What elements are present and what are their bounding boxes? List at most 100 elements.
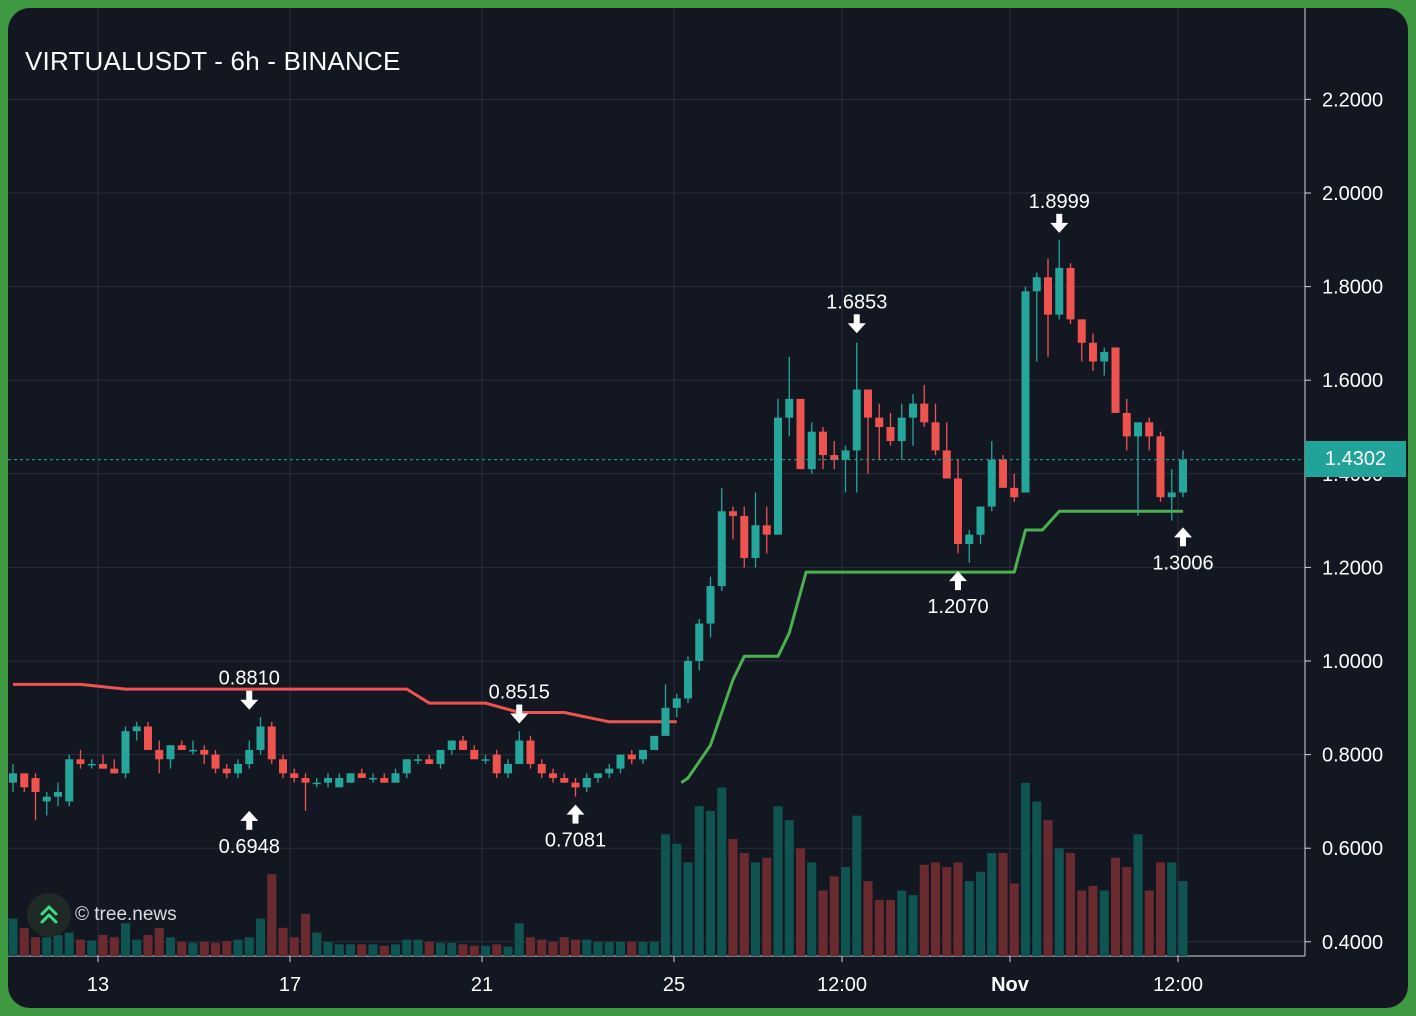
candle-body <box>920 403 929 423</box>
volume-bar <box>841 867 850 956</box>
volume-bar <box>728 839 738 956</box>
volume-bar <box>773 806 783 956</box>
volume-bar <box>379 945 389 956</box>
down-arrow-icon-stem <box>853 314 860 325</box>
volume-bar <box>413 939 423 956</box>
current-price-badge: 1.4302 <box>1305 441 1406 477</box>
candle-body <box>751 525 760 559</box>
candle-body <box>661 707 670 736</box>
candle-body <box>605 768 614 774</box>
x-tick-label: 13 <box>87 974 109 996</box>
volume-bar <box>346 944 355 956</box>
volume-bar <box>64 932 74 956</box>
up-arrow-icon <box>240 810 259 821</box>
volume-bar <box>706 810 715 956</box>
candle-body <box>1179 459 1187 493</box>
candle-body <box>852 389 861 451</box>
candle-body <box>549 773 557 778</box>
volume-bar <box>481 945 490 956</box>
candle-body <box>616 754 625 769</box>
trailing-stop-line-down <box>13 682 677 724</box>
annotation-low-label: 1.2070 <box>927 596 988 618</box>
volume-bar <box>503 946 513 956</box>
volume-bar <box>953 862 963 956</box>
candle-body <box>515 740 524 764</box>
volume-bar <box>1077 890 1087 956</box>
annotation-low-label: 1.3006 <box>1152 552 1213 574</box>
candle-body <box>99 763 107 769</box>
candle-body <box>796 398 805 470</box>
volume-bar <box>76 939 85 956</box>
volume-bar <box>1099 890 1109 956</box>
candle-body <box>31 778 40 793</box>
y-tick-label: 1.8000 <box>1322 277 1383 299</box>
volume-bar <box>121 923 130 956</box>
up-arrow-icon-stem <box>1180 536 1186 547</box>
candle-body <box>807 431 816 470</box>
volume-bar <box>312 932 322 956</box>
candle-body <box>1055 267 1064 315</box>
candlestick-chart[interactable]: 0.40000.60000.80001.00001.20001.40001.60… <box>8 8 1408 1008</box>
volume-bar <box>739 853 749 956</box>
volume-bar <box>616 941 625 956</box>
candle-body <box>301 778 310 783</box>
volume-bar <box>244 937 254 956</box>
candle-body <box>436 749 445 764</box>
candle-body <box>999 459 1007 488</box>
down-arrow-icon <box>1050 222 1069 233</box>
volume-bar <box>436 942 445 956</box>
candle-body <box>639 749 647 760</box>
candle-body <box>1122 412 1131 437</box>
volume-bar <box>1032 801 1042 956</box>
volume-bar <box>19 927 29 956</box>
candle-body <box>1044 277 1052 315</box>
volume-bar <box>211 942 220 956</box>
watermark-text: © tree.news <box>75 904 177 925</box>
volume-bar <box>391 944 400 956</box>
candle-body <box>65 759 74 802</box>
candle-body <box>909 403 917 418</box>
candle-body <box>211 754 220 769</box>
volume-bar <box>8 918 18 956</box>
candle-body <box>762 525 771 535</box>
volume-bar <box>267 874 277 956</box>
volume-bar <box>143 934 153 956</box>
volume-bar <box>593 941 603 956</box>
volume-bar <box>1111 857 1120 956</box>
volume-bar <box>492 944 502 956</box>
candle-body <box>459 740 467 750</box>
x-tick-label: 12:00 <box>817 974 867 996</box>
trailing-stop-line-up <box>680 509 1183 784</box>
candle-body <box>931 422 940 451</box>
volume-bar <box>897 890 907 956</box>
volume-bar <box>908 895 918 956</box>
volume-bar <box>1144 890 1154 956</box>
candle-body <box>402 759 411 774</box>
volume-bar <box>447 942 457 956</box>
volume-bar <box>1156 862 1165 956</box>
tree-logo-icon <box>27 893 71 937</box>
candle-body <box>695 623 704 661</box>
volume-bar <box>717 787 727 956</box>
candle-body <box>504 763 512 774</box>
volume-bar <box>1066 853 1075 956</box>
candle-body <box>54 792 62 797</box>
candle-body <box>481 759 490 761</box>
y-tick-label: 2.0000 <box>1322 183 1383 205</box>
candle-body <box>942 450 951 479</box>
candle-body <box>200 749 209 755</box>
candle-body <box>267 726 276 760</box>
candle-body <box>324 778 332 783</box>
candle-body <box>537 763 546 774</box>
volume-bar <box>53 934 63 956</box>
volume-bar <box>807 862 817 956</box>
candle-body <box>1156 436 1165 498</box>
annotation-low-label: 0.7081 <box>545 830 606 852</box>
volume-bar <box>784 820 794 956</box>
y-tick-label: 0.6000 <box>1322 838 1383 860</box>
candle-body <box>155 749 164 760</box>
volume-bar <box>42 937 52 956</box>
volume-bar <box>638 941 648 956</box>
x-tick-label: 12:00 <box>1153 974 1203 996</box>
annotation-high-label: 0.8810 <box>219 668 280 690</box>
